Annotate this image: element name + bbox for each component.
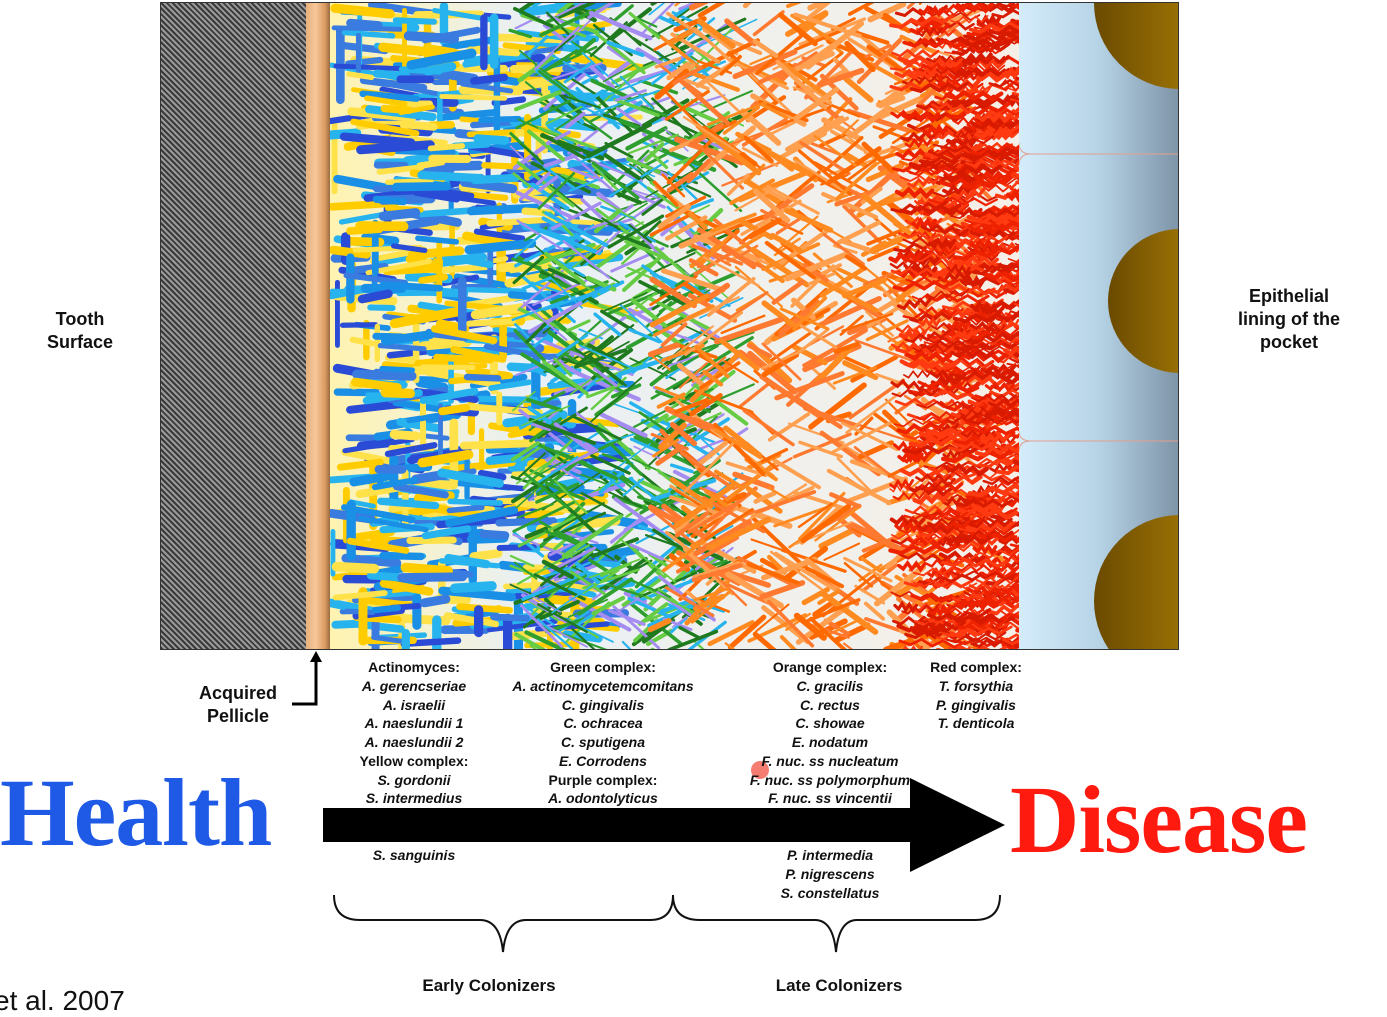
species-name: C. gracilis <box>730 677 930 696</box>
species-name: S. intermedius <box>334 789 494 808</box>
species-name: A. israelii <box>334 696 494 715</box>
complex-heading: Actinomyces: <box>334 658 494 677</box>
late-colonizers-column-red: Red complex: T. forsythia P. gingivalis … <box>916 658 1036 733</box>
pellicle-pointer-arrow <box>292 656 316 704</box>
species-name: S. sanguinis <box>334 846 494 865</box>
early-colonizers-column-2: Green complex: A. actinomycetemcomitans … <box>493 658 713 808</box>
species-name: T. forsythia <box>916 677 1036 696</box>
species-name: F. nuc. ss nucleatum <box>730 752 930 771</box>
complex-heading: Purple complex: <box>493 771 713 790</box>
species-name: E. Corrodens <box>493 752 713 771</box>
species-name: C. ochracea <box>493 714 713 733</box>
species-name: T. denticola <box>916 714 1036 733</box>
late-colonizers-column-orange-lower: P. intermedia P. nigrescens S. constella… <box>730 846 930 902</box>
species-name: A. gerencseriae <box>334 677 494 696</box>
late-colonizers-brace <box>673 895 1000 952</box>
complex-heading: Green complex: <box>493 658 713 677</box>
complex-heading: Orange complex: <box>730 658 930 677</box>
species-name: A. odontolyticus <box>493 789 713 808</box>
citation-fragment: et al. 2007 <box>0 985 125 1017</box>
late-colonizers-column-orange: Orange complex: C. gracilis C. rectus C.… <box>730 658 930 808</box>
species-name: P. nigrescens <box>730 865 930 884</box>
health-label: Health <box>0 765 271 861</box>
species-name: A. naeslundii 1 <box>334 714 494 733</box>
species-name: C. showae <box>730 714 930 733</box>
species-name: F. nuc. ss vincentii <box>730 789 930 808</box>
species-name: E. nodatum <box>730 733 930 752</box>
species-name: C. gingivalis <box>493 696 713 715</box>
complex-heading: Red complex: <box>916 658 1036 677</box>
species-name: C. sputigena <box>493 733 713 752</box>
disease-label: Disease <box>1010 772 1307 868</box>
species-name: S. gordonii <box>334 771 494 790</box>
late-colonizers-label: Late Colonizers <box>739 974 939 997</box>
pellicle-arrowhead <box>310 651 322 662</box>
species-name: A. actinomycetemcomitans <box>493 677 713 696</box>
species-name: P. gingivalis <box>916 696 1036 715</box>
species-name: F. nuc. ss polymorphum <box>730 771 930 790</box>
complex-heading: Yellow complex: <box>334 752 494 771</box>
early-colonizers-column-1: Actinomyces: A. gerencseriae A. israelii… <box>334 658 494 808</box>
species-name: S. constellatus <box>730 884 930 903</box>
species-name: C. rectus <box>730 696 930 715</box>
early-colonizers-label: Early Colonizers <box>389 974 589 997</box>
species-name: P. intermedia <box>730 846 930 865</box>
species-name: A. naeslundii 2 <box>334 733 494 752</box>
early-colonizers-brace <box>334 895 673 952</box>
early-colonizers-column-1-lower: S. sanguinis <box>334 846 494 865</box>
